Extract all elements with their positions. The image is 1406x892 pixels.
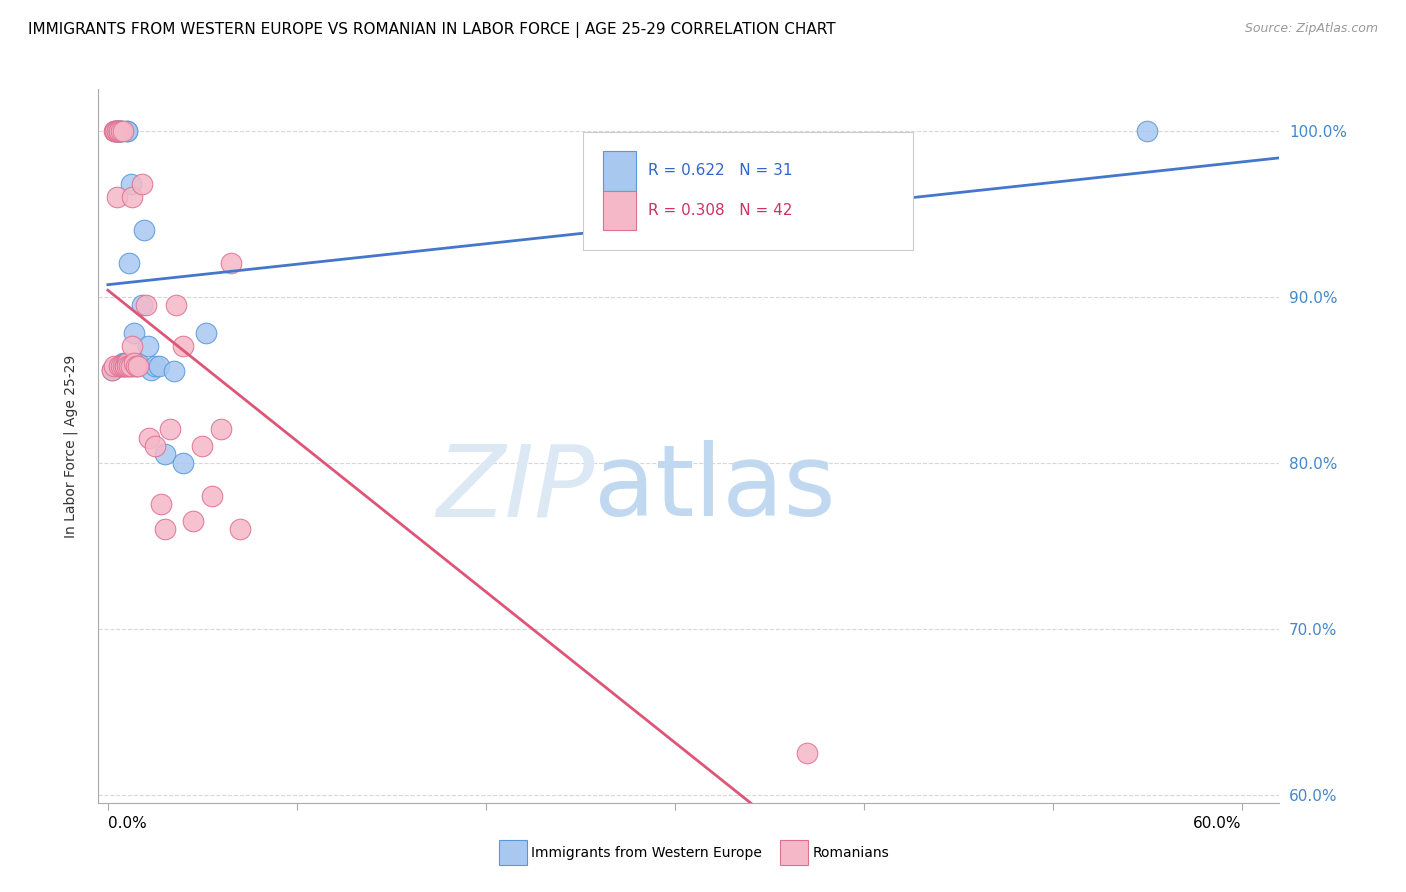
Point [108, 124, 131, 138]
Point [131, 298, 153, 312]
Point [138, 431, 160, 445]
Point [121, 190, 143, 204]
Point [103, 124, 125, 138]
Text: R = 0.622   N = 31: R = 0.622 N = 31 [648, 163, 792, 178]
Point [111, 359, 134, 374]
Point [143, 439, 166, 453]
Point [124, 326, 146, 340]
Point [108, 124, 131, 138]
Point [108, 359, 131, 374]
Point [105, 124, 128, 138]
Point [132, 223, 155, 237]
Text: 0.0%: 0.0% [108, 816, 146, 831]
Point [110, 124, 132, 138]
Point [110, 124, 132, 138]
Point [118, 256, 141, 270]
Point [103, 361, 125, 376]
Point [165, 298, 187, 312]
Point [121, 339, 143, 353]
Point [110, 124, 132, 138]
Bar [603, 152, 636, 191]
Point [105, 124, 128, 138]
Point [181, 514, 204, 528]
Text: Source: ZipAtlas.com: Source: ZipAtlas.com [1244, 22, 1378, 36]
Text: Romanians: Romanians [813, 846, 890, 860]
Point [201, 489, 224, 503]
Point [1136, 124, 1159, 138]
Point [125, 359, 148, 374]
Point [148, 359, 170, 374]
Point [136, 339, 159, 353]
Point [115, 124, 138, 138]
Point [111, 356, 134, 370]
Point [153, 522, 176, 536]
Point [103, 359, 125, 374]
FancyBboxPatch shape [582, 132, 914, 250]
Point [195, 326, 218, 340]
Text: ZIP: ZIP [436, 441, 595, 537]
Point [141, 362, 163, 376]
Point [121, 359, 143, 374]
Text: atlas: atlas [595, 441, 837, 537]
Point [111, 359, 134, 374]
Point [115, 359, 138, 374]
Point [111, 124, 134, 138]
Point [135, 298, 157, 312]
Point [172, 456, 194, 470]
Point [191, 439, 214, 453]
Point [114, 359, 136, 374]
Point [104, 124, 127, 138]
Point [105, 190, 128, 204]
Point [120, 177, 142, 191]
Point [115, 356, 138, 370]
Point [149, 497, 172, 511]
Point [104, 124, 127, 138]
Point [100, 362, 122, 376]
Point [105, 124, 128, 138]
Point [159, 422, 181, 436]
Text: R = 0.308   N = 42: R = 0.308 N = 42 [648, 203, 792, 219]
Text: 60.0%: 60.0% [1194, 816, 1241, 831]
Point [172, 339, 194, 353]
Point [163, 364, 186, 378]
Point [114, 359, 136, 374]
Point [115, 124, 138, 138]
Point [219, 256, 242, 270]
Point [110, 359, 132, 374]
Point [124, 356, 146, 370]
Point [143, 359, 166, 374]
Bar [603, 191, 636, 230]
Y-axis label: In Labor Force | Age 25-29: In Labor Force | Age 25-29 [63, 354, 77, 538]
Point [127, 359, 149, 374]
Point [153, 447, 176, 461]
Point [108, 124, 131, 138]
Point [108, 124, 131, 138]
Point [127, 356, 149, 370]
Point [796, 746, 818, 760]
Point [209, 422, 232, 436]
Point [125, 359, 148, 374]
Point [104, 124, 127, 138]
Point [229, 522, 252, 536]
Point [120, 359, 142, 374]
Text: IMMIGRANTS FROM WESTERN EUROPE VS ROMANIAN IN LABOR FORCE | AGE 25-29 CORRELATIO: IMMIGRANTS FROM WESTERN EUROPE VS ROMANI… [28, 22, 835, 38]
Point [100, 362, 122, 376]
Point [105, 124, 128, 138]
Point [131, 177, 153, 191]
Point [114, 356, 136, 370]
Text: Immigrants from Western Europe: Immigrants from Western Europe [531, 846, 762, 860]
Point [118, 359, 141, 374]
